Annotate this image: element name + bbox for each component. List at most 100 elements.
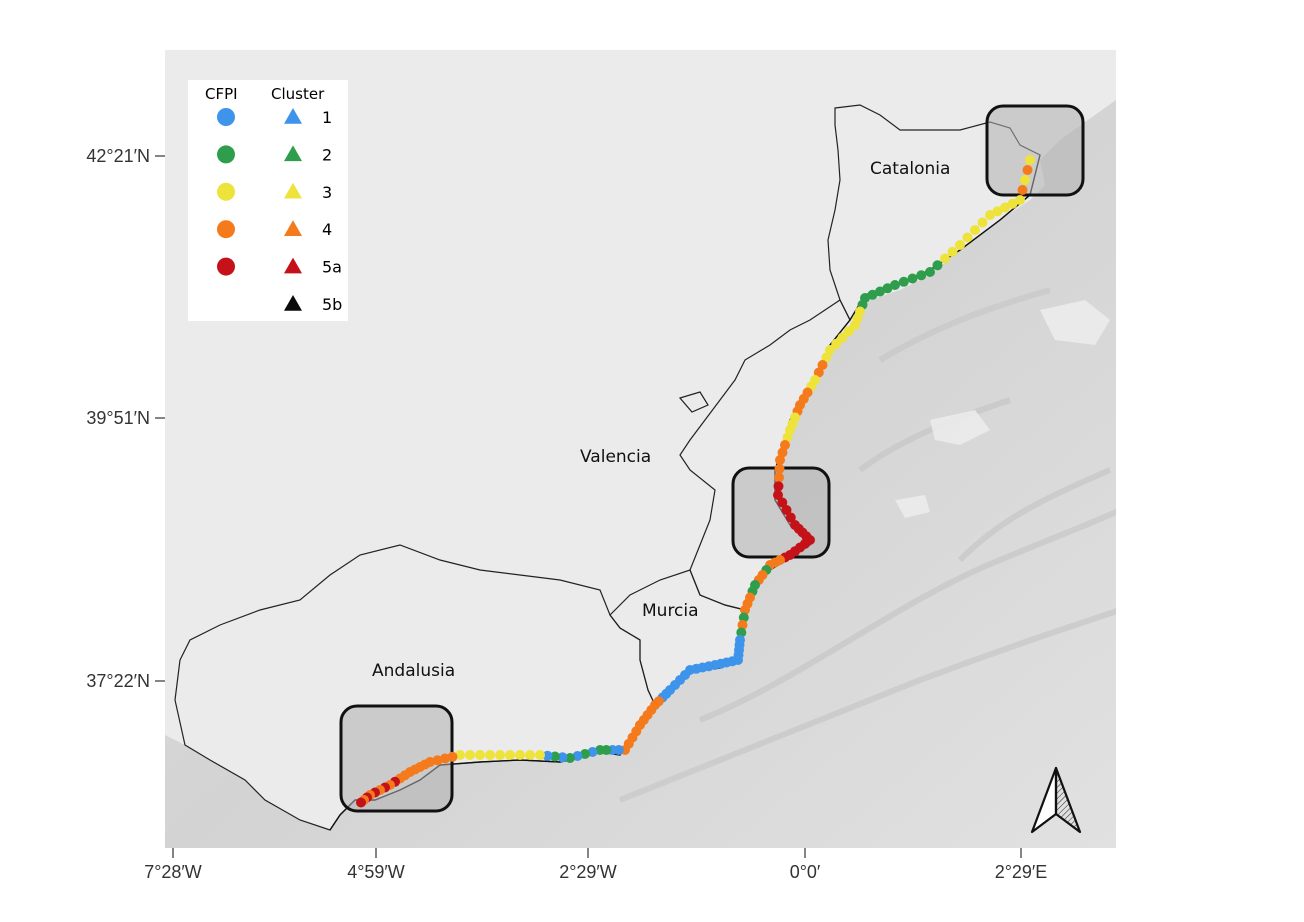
cfpi-point [432,755,443,766]
cfpi-point [1025,155,1035,165]
legend-cluster-label-5a: 5a [322,258,342,277]
y-tick-label-39: 39°51′N [86,408,150,428]
cfpi-point [525,750,535,760]
cfpi-point [947,246,958,257]
cfpi-point [447,751,458,762]
cfpi-point [1007,198,1018,209]
y-tick-label-37: 37°22′N [86,671,150,691]
seafloor-relief [618,287,1116,803]
cfpi-point [867,289,878,300]
cfpi-point [495,750,505,760]
x-tick-label-2e: 2°29′E [995,862,1048,882]
cfpi-point [515,750,525,760]
cfpi-point [587,747,598,757]
cfpi-point [774,463,785,474]
cfpi-point [773,490,783,500]
legend-cfpi-marker-1 [217,108,235,126]
cfpi-point [843,326,854,337]
legend-cluster-label-1: 1 [322,108,332,127]
cfpi-point [898,276,909,287]
cfpi-point [970,225,980,235]
islands-relief [895,300,1110,518]
cfpi-point [565,753,575,763]
cfpi-point [542,750,553,761]
cfpi-point [774,472,784,483]
cfpi-point [882,283,893,294]
cfpi-point [992,206,1003,217]
legend-cluster-marker-5a [284,257,302,274]
cfpi-point [985,210,995,220]
legend-title-cluster: Cluster [271,85,325,103]
legend-cluster-label-2: 2 [322,145,332,164]
legend-cluster-marker-5b [284,295,302,311]
cfpi-point [1015,195,1025,205]
cfpi-point [916,270,927,281]
legend-title-cfpi: CFPI [205,85,238,103]
cfpi-point [962,232,973,243]
cfpi-point [557,752,568,763]
region-label-catalonia: Catalonia [870,159,950,179]
highlight-box-catalonia [985,104,1085,197]
site-points [356,125,1035,808]
legend-cluster-marker-4 [284,220,302,236]
legend-cluster-marker-1 [284,108,302,124]
cfpi-point [1017,185,1028,195]
cfpi-point [485,750,495,760]
cfpi-point [907,273,918,284]
legend-cfpi-marker-5a [217,257,235,276]
cfpi-point [773,481,784,492]
cfpi-point [736,627,747,638]
legend-items: 1 2 3 4 5a 5b [217,108,342,314]
cfpi-point [465,750,475,760]
cfpi-point [738,612,749,623]
cfpi-point [777,497,788,508]
map-panel [165,50,1116,848]
cfpi-point [440,753,450,764]
cfpi-point [831,338,842,349]
cfpi-point [550,751,560,762]
cfpi-point [775,455,785,465]
cfpi-point [781,505,792,515]
legend-cfpi-marker-4 [217,220,235,239]
cfpi-point [977,217,988,228]
cfpi-point [955,240,965,250]
cfpi-point [1022,165,1033,175]
cfpi-point [821,352,832,363]
cfpi-point [932,260,943,271]
cfpi-point [875,286,885,297]
region-label-murcia: Murcia [642,601,699,621]
region-label-andalusia: Andalusia [372,661,455,681]
cfpi-point [825,345,835,355]
cfpi-point [580,749,590,759]
cfpi-point [740,605,750,615]
cfpi-point [850,320,860,330]
legend-cfpi-marker-2 [217,145,235,164]
cfpi-point [737,620,748,630]
cfpi-point [890,280,900,290]
cfpi-point [356,797,366,808]
land-area [165,50,1116,830]
x-tick-label-0: 0°0′ [790,862,821,882]
cfpi-point [572,751,583,761]
legend-cfpi-marker-3 [217,182,235,201]
legend: CFPI Cluster 1 2 3 4 5a 5b [188,80,348,321]
axis-ticks [155,155,1022,858]
cfpi-point [1020,175,1030,185]
cfpi-point [455,750,465,760]
cfpi-point [1000,202,1010,213]
cfpi-point [837,332,848,343]
region-label-valencia: Valencia [580,447,651,467]
north-arrow-icon [1030,766,1082,834]
x-tick-label-2w: 2°29′W [559,862,617,882]
legend-cluster-label-3: 3 [322,183,332,202]
x-tick-label-7w: 7°28′W [144,862,202,882]
legend-cluster-marker-3 [284,182,302,199]
legend-cluster-label-5b: 5b [322,295,342,314]
cfpi-point [785,512,796,523]
x-tick-label-4w: 4°59′W [347,862,405,882]
cfpi-point [813,367,824,378]
cfpi-point [940,253,950,264]
cfpi-point [817,360,828,370]
legend-background [188,80,348,321]
